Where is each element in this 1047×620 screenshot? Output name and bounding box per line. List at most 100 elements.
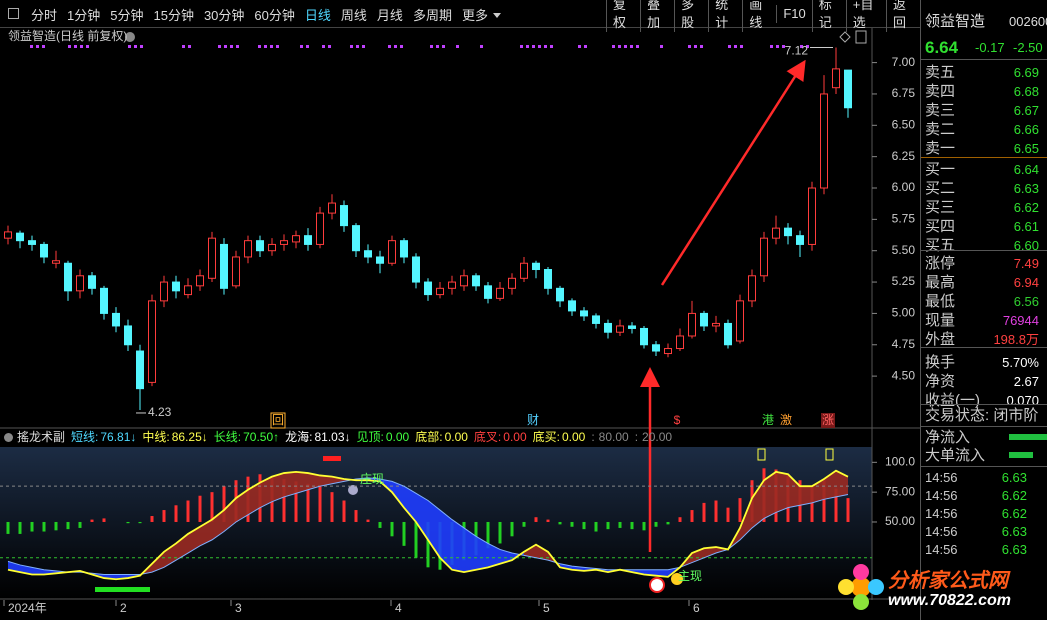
menu-icon[interactable] [8,8,19,19]
stock-code: 002600 [1009,14,1047,29]
min-label: 4.23 [148,405,172,419]
tool-button[interactable]: F10 [776,5,811,23]
candle-body [52,260,60,264]
candle-body [340,205,348,227]
tool-button[interactable]: 统计 [708,0,742,32]
window-icon[interactable] [839,31,851,43]
histogram-bar [198,495,202,522]
window-icon[interactable] [855,30,867,44]
signal-icon [348,485,358,495]
histogram-bar [126,521,130,524]
legend-label: 短线: [71,430,99,444]
legend-level: 80.00 [598,430,629,444]
tool-button[interactable]: 返回 [885,0,920,32]
dropdown-caret[interactable] [492,13,501,18]
tool-button[interactable]: 叠加 [640,0,674,32]
tool-button[interactable]: 多股 [674,0,708,32]
trade-time: 14:56 [925,506,958,521]
candle-body [472,275,480,287]
signal-dot [520,45,523,48]
candle-body [628,325,636,329]
signal-dot [688,45,691,48]
candle-body [364,250,372,258]
max-label: 7.12 [785,44,809,58]
legend-value: 0.00 [561,430,586,444]
candle-body [604,322,612,333]
order-label: 卖三 [925,102,956,119]
period-tab[interactable]: 月线 [376,7,403,23]
flow-row: 大单流入 [925,446,1047,465]
period-tab[interactable]: 30分钟 [203,7,245,23]
period-tab[interactable]: 15分钟 [153,7,194,23]
band-fill [260,476,272,508]
histogram-bar [534,517,538,522]
trade-row: 14:56 6.63 [925,540,1047,559]
histogram-bar [6,521,10,534]
signal-dot [806,45,809,48]
band-fill [440,510,452,570]
histogram-bar [810,486,814,522]
legend-value: 0.00 [503,430,527,444]
divider [921,404,1047,405]
histogram-bar [738,498,742,522]
period-tab[interactable]: 日线 [304,7,331,23]
candle-body [268,243,276,252]
candle-body [172,281,180,292]
period-tab[interactable]: 多周期 [412,7,452,23]
stat-value: 198.8万 [993,332,1039,347]
candle-body [568,300,576,312]
toolbar: 分时 1分钟 5分钟 15分钟 30分钟 60分钟 日线 周线 月线 多周期 更多 复权 叠加 多股 统计… [0,0,920,32]
tool-button[interactable]: 标记 [811,0,846,32]
stat-row: 最低 6.56 [925,292,1047,311]
stat-value: 2.67 [1013,374,1039,389]
histogram-bar [222,486,226,522]
trade-price: 6.62 [1001,506,1027,521]
period-tab[interactable]: 1分钟 [67,7,101,23]
event-marker-box [270,412,286,429]
last-price: 6.64 [925,38,959,57]
band-fill [776,471,788,513]
price-row: 6.64 -0.17 -2.50 [925,38,1047,57]
candle-body [316,212,324,245]
legend-label: 底部: [415,430,443,444]
signal-dot [538,45,541,48]
candle-body [808,187,816,245]
legend-label: 见顶: [356,430,384,444]
order-price: 6.64 [1013,162,1039,177]
stat-row: 外盘 198.8万 [925,330,1047,349]
event-marker: 财 [527,413,539,427]
period-tab[interactable]: 周线 [340,7,367,23]
trade-price: 6.62 [1001,488,1027,503]
indicator-toggle[interactable] [4,433,13,442]
watermark: 分析家公式网 www.70822.com [836,560,1041,616]
legend-value: 0.00 [385,430,410,444]
histogram-bar [510,521,514,537]
annotation-arrow [660,59,806,286]
y-tick-label: 7.00 [892,55,916,69]
order-price: 6.62 [1013,200,1039,215]
period-tab[interactable]: 更多 [461,7,488,23]
period-tab[interactable]: 60分钟 [254,7,295,23]
candle-body [4,231,12,239]
settings-icon[interactable] [125,32,135,42]
candle-body [220,243,228,289]
signal-dot [30,45,33,48]
trade-row: 14:56 6.62 [925,504,1047,523]
period-tab[interactable]: 分时 [31,7,58,23]
tool-button[interactable]: 画线 [742,0,776,32]
band-fill [416,493,428,540]
signal-dot [182,45,185,48]
candle-body [244,240,252,258]
period-tab[interactable]: 5分钟 [110,7,144,23]
candle-body [148,300,156,383]
chart-area: 领益智造(日线 前复权) 7.00 6.75 6.50 6.25 6.00 5.75 5.5… [0,28,920,615]
legend-label: 龙海: [285,430,313,444]
stat-row: 净资 2.67 [925,372,1047,391]
x-tick-label: 3 [235,601,242,615]
histogram-bar [18,521,22,534]
tool-button[interactable]: +自选 [845,0,886,32]
flow-bar [1009,452,1033,458]
event-marker: 回 [272,413,284,427]
tool-button[interactable]: 复权 [606,0,640,32]
status-text: 交易状态: 闭市阶 [925,407,1039,424]
